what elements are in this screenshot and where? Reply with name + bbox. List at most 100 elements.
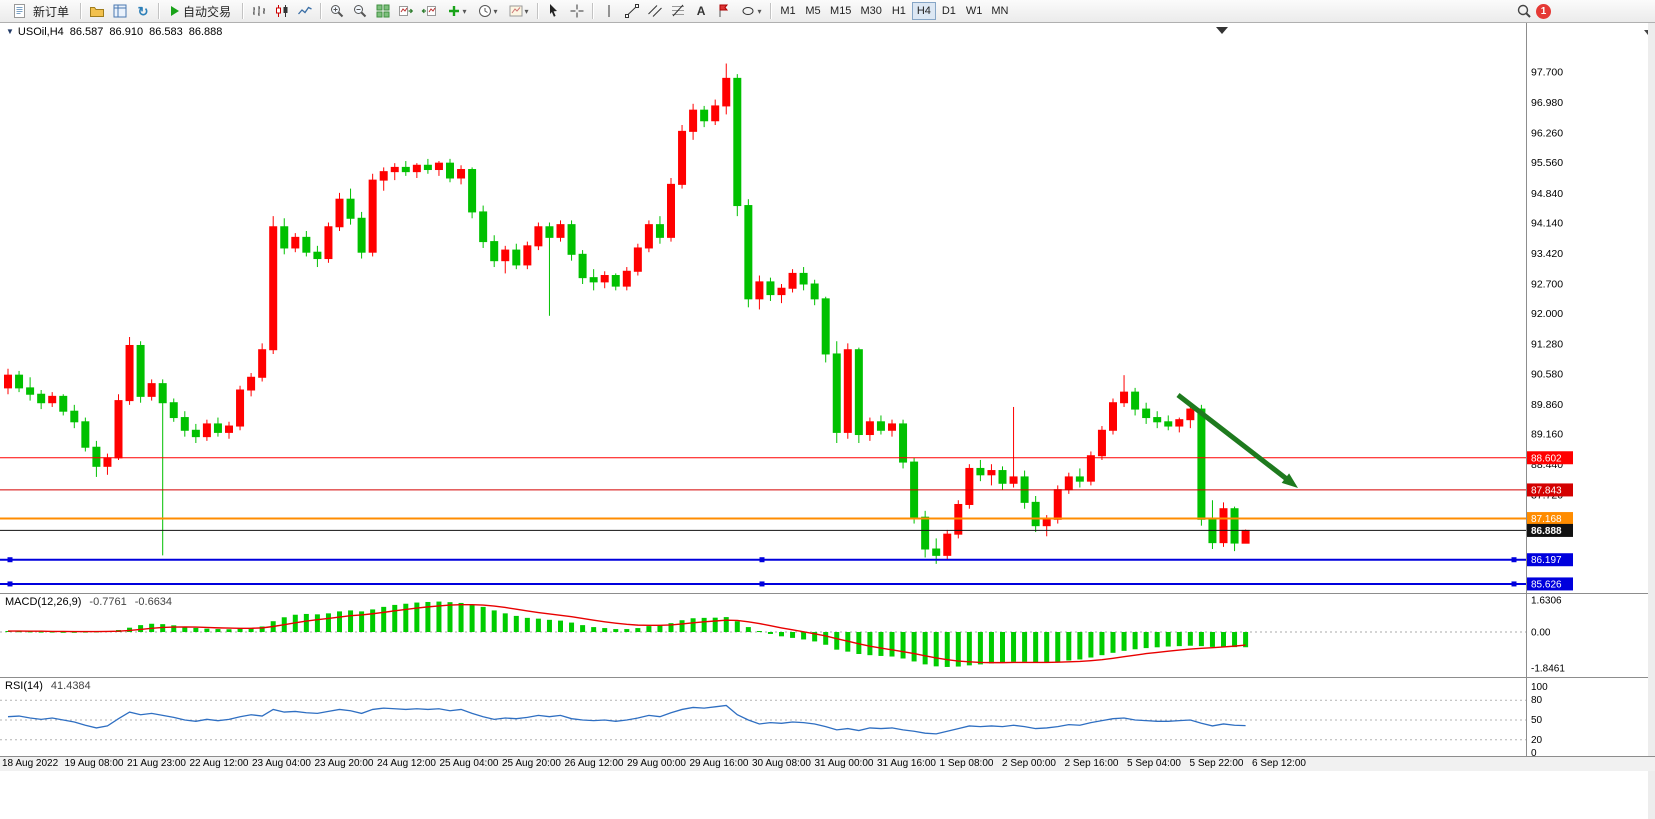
candlestick-chart-button[interactable] <box>271 1 293 21</box>
chevron-down-icon: ▾ <box>493 6 498 16</box>
time-label: 21 Aug 23:00 <box>127 758 186 769</box>
trend-arrow[interactable] <box>1176 393 1298 488</box>
line-chart-button[interactable] <box>294 1 316 21</box>
cursor-button[interactable] <box>543 1 565 21</box>
tf-button-M1[interactable]: M1 <box>776 2 800 20</box>
templates-button[interactable]: ▾ <box>503 1 533 21</box>
tf-button-D1[interactable]: D1 <box>937 2 961 20</box>
line-handle[interactable] <box>759 581 765 587</box>
svg-text:94.840: 94.840 <box>1531 188 1563 200</box>
macd-main-value: -0.7761 <box>89 596 127 608</box>
zoom-out-button[interactable] <box>349 1 371 21</box>
market-watch-button[interactable] <box>109 1 131 21</box>
svg-text:86.888: 86.888 <box>1531 526 1562 537</box>
zoom-in-button[interactable] <box>326 1 348 21</box>
macd-histogram <box>5 601 1249 667</box>
price-tag-85.626 <box>1527 577 1573 591</box>
chart-canvas[interactable]: 97.700 96.980 96.260 95.560 94.840 94.140 93.4… <box>0 23 1655 819</box>
svg-text:96.980: 96.980 <box>1531 97 1563 109</box>
candle <box>368 173 377 257</box>
candles-series <box>4 63 1250 564</box>
label-tool-button[interactable] <box>713 1 735 21</box>
candle <box>655 216 664 244</box>
notification-badge[interactable]: 1 <box>1536 3 1551 19</box>
time-label: 31 Aug 16:00 <box>877 758 936 769</box>
periods-button[interactable]: ▾ <box>472 1 502 21</box>
line-handle[interactable] <box>759 557 765 563</box>
tf-button-M5[interactable]: M5 <box>801 2 825 20</box>
chart-shift-marker[interactable] <box>1216 27 1228 34</box>
vertical-scrollbar[interactable] <box>1648 23 1655 819</box>
candle <box>26 377 35 401</box>
candle <box>523 241 532 270</box>
candle <box>258 343 267 382</box>
candle <box>59 394 68 416</box>
ohlc-low: 86.583 <box>149 26 183 38</box>
candle <box>1086 451 1095 486</box>
vertical-line-button[interactable] <box>598 1 620 21</box>
refresh-button[interactable]: ↻ <box>132 1 154 21</box>
candle <box>1009 406 1018 488</box>
tf-button-H4[interactable]: H4 <box>911 2 936 20</box>
tf-button-W1[interactable]: W1 <box>962 2 987 20</box>
channel-button[interactable] <box>644 1 666 21</box>
svg-text:92.000: 92.000 <box>1531 308 1563 320</box>
new-order-button[interactable]: 新订单 <box>4 1 76 21</box>
candle <box>766 277 775 301</box>
cursor-icon <box>546 3 562 19</box>
profiles-button[interactable] <box>86 1 108 21</box>
fibonacci-button[interactable] <box>667 1 689 21</box>
chart-window: 97.700 96.980 96.260 95.560 94.840 94.140 93.4… <box>0 23 1655 819</box>
line-handle[interactable] <box>7 581 13 587</box>
line-handle[interactable] <box>7 557 13 563</box>
tf-button-H1[interactable]: H1 <box>887 2 911 20</box>
tf-button-M30[interactable]: M30 <box>856 2 885 20</box>
line-handle[interactable] <box>1511 581 1517 587</box>
auto-scroll-button[interactable] <box>395 1 417 21</box>
candle <box>744 199 753 308</box>
refresh-icon: ↻ <box>137 3 149 19</box>
search-button[interactable] <box>1513 1 1535 21</box>
bar-chart-button[interactable] <box>248 1 270 21</box>
candle <box>689 103 698 140</box>
time-axis[interactable]: 18 Aug 2022 19 Aug 08:00 21 Aug 23:00 22 Au… <box>0 756 1655 771</box>
time-label: 5 Sep 22:00 <box>1189 758 1244 769</box>
candle <box>15 370 24 393</box>
fibonacci-icon <box>670 3 686 19</box>
time-label: 24 Aug 12:00 <box>377 758 436 769</box>
ohlc-high: 86.910 <box>109 26 144 38</box>
shapes-button[interactable]: ▾ <box>736 1 766 21</box>
tile-windows-button[interactable] <box>372 1 394 21</box>
text-tool-button[interactable]: A <box>690 1 712 21</box>
new-order-icon <box>11 0 29 22</box>
ellipse-icon <box>741 3 757 19</box>
crosshair-button[interactable] <box>566 1 588 21</box>
candle <box>810 279 819 306</box>
chart-shift-button[interactable] <box>418 1 440 21</box>
chevron-down-icon: ▾ <box>462 6 467 16</box>
candle <box>468 167 477 219</box>
line-handle[interactable] <box>1511 557 1517 563</box>
candle <box>755 275 764 310</box>
svg-text:1.6306: 1.6306 <box>1531 595 1562 606</box>
candle <box>943 529 952 560</box>
candle <box>357 211 366 259</box>
profiles-icon <box>89 3 105 19</box>
trendline-button[interactable] <box>621 1 643 21</box>
tf-button-MN[interactable]: MN <box>987 2 1012 20</box>
svg-text:88.602: 88.602 <box>1531 453 1562 464</box>
rsi-name: RSI(14) <box>5 680 43 692</box>
candle <box>346 188 355 225</box>
chevron-down-icon: ▾ <box>757 6 762 16</box>
auto-trading-button[interactable]: 自动交易 <box>164 1 238 21</box>
candle <box>434 161 443 176</box>
svg-text:87.168: 87.168 <box>1531 514 1562 525</box>
chart-menu-icon[interactable]: ▼ <box>6 27 14 36</box>
tf-button-M15[interactable]: M15 <box>826 2 855 20</box>
time-label: 5 Sep 04:00 <box>1127 758 1181 769</box>
toolbar-separator <box>242 3 245 19</box>
candle <box>700 105 709 128</box>
candle <box>578 250 587 284</box>
indicators-button[interactable]: ▾ <box>441 1 471 21</box>
rsi-value: 41.4384 <box>50 680 91 692</box>
